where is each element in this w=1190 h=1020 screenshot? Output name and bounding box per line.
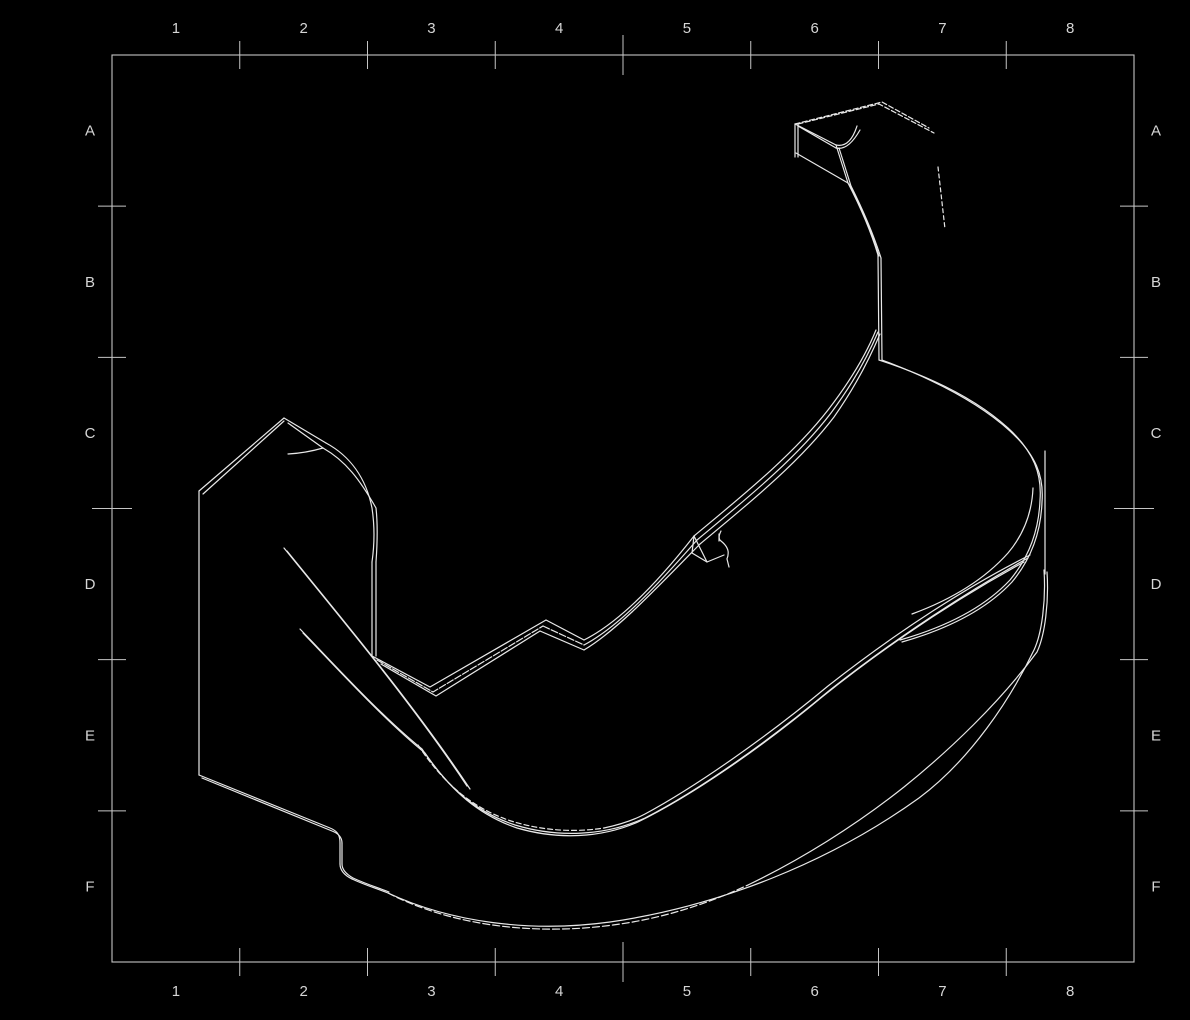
svg-text:D: D	[85, 576, 96, 593]
svg-text:7: 7	[938, 20, 946, 37]
svg-text:1: 1	[172, 20, 180, 37]
svg-text:2: 2	[299, 20, 307, 37]
svg-text:5: 5	[683, 20, 691, 37]
svg-text:B: B	[85, 274, 95, 291]
svg-text:A: A	[85, 123, 95, 140]
svg-text:3: 3	[427, 20, 435, 37]
svg-text:3: 3	[427, 983, 435, 1000]
svg-text:6: 6	[810, 983, 818, 1000]
svg-text:F: F	[85, 878, 94, 895]
svg-text:E: E	[1151, 727, 1161, 744]
svg-text:8: 8	[1066, 983, 1074, 1000]
svg-text:4: 4	[555, 20, 563, 37]
svg-text:4: 4	[555, 983, 563, 1000]
svg-text:C: C	[85, 425, 96, 442]
svg-text:F: F	[1151, 878, 1160, 895]
svg-text:5: 5	[683, 983, 691, 1000]
svg-text:1: 1	[172, 983, 180, 1000]
svg-text:6: 6	[810, 20, 818, 37]
svg-text:7: 7	[938, 983, 946, 1000]
svg-text:C: C	[1151, 425, 1162, 442]
svg-text:B: B	[1151, 274, 1161, 291]
svg-text:A: A	[1151, 123, 1161, 140]
svg-text:2: 2	[299, 983, 307, 1000]
svg-text:D: D	[1151, 576, 1162, 593]
svg-text:8: 8	[1066, 20, 1074, 37]
svg-text:E: E	[85, 727, 95, 744]
